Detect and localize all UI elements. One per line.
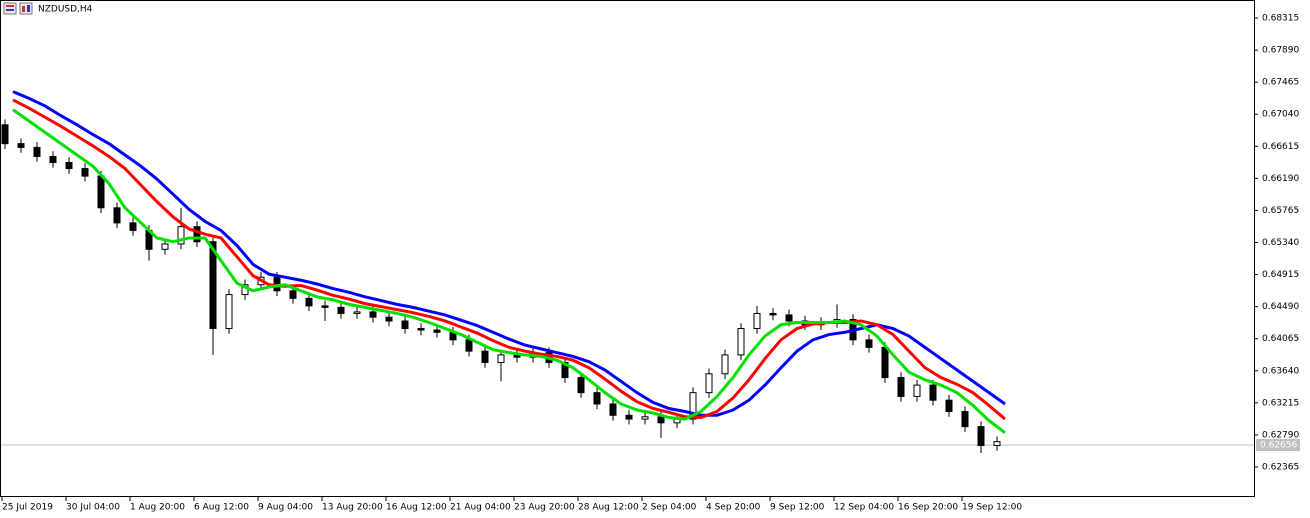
candle-body [993,441,1001,446]
candle-body [881,346,889,379]
candle-body [769,312,777,316]
candle-body [481,350,489,363]
candle-body [753,312,761,330]
candle-body [353,311,361,314]
candle-body [721,354,729,375]
candle-body [305,297,313,307]
y-tick-label: 0.62365 [1262,462,1299,472]
y-tick-label: 0.63640 [1262,366,1299,376]
candle-body [433,329,441,333]
y-tick-label: 0.66190 [1262,174,1299,184]
candle-body [97,175,105,209]
candle-body [945,399,953,413]
y-tick-label: 0.63215 [1262,398,1299,408]
x-tick-label: 30 Jul 04:00 [66,503,120,513]
candle-body [737,328,745,356]
candle-body [865,339,873,348]
y-tick-label: 0.65765 [1262,206,1299,216]
bid-label-box [1256,439,1300,452]
candle-body [177,226,185,245]
candle-body [913,384,921,397]
symbol-icon [3,2,33,15]
candle-body [289,290,297,299]
candle-body [593,392,601,405]
candle-body [401,320,409,330]
candle-body [385,316,393,322]
candle-body [689,392,697,420]
candle-body [209,241,217,330]
candle-body [625,414,633,420]
candle-body [897,377,905,397]
moving-average-line [12,98,1006,421]
candle-body [321,305,329,308]
x-tick-label: 9 Aug 04:00 [258,503,313,513]
y-tick-label: 0.66615 [1262,142,1299,152]
candle-body [337,306,345,314]
x-tick-label: 25 Jul 2019 [2,503,53,513]
x-tick-label: 16 Sep 20:00 [898,503,958,513]
x-tick-label: 2 Sep 04:00 [642,503,697,513]
y-tick-label: 0.67465 [1262,78,1299,88]
moving-average-line [12,108,1006,434]
candle-body [225,294,233,330]
candle-body [1,124,9,145]
chart-title: NZDUSD,H4 [38,5,93,15]
candle-body [161,243,169,250]
candle-body [977,426,985,446]
candle-body [705,373,713,394]
candle-body [417,328,425,331]
y-tick-label: 0.65340 [1262,238,1299,248]
bid-label: 0.62656 [1260,441,1297,451]
x-tick-label: 12 Sep 04:00 [834,503,894,513]
moving-average-line [12,90,1006,417]
x-tick-label: 9 Sep 12:00 [770,503,825,513]
candle-body [657,416,665,424]
candle-body [193,226,201,243]
candle-body [33,146,41,157]
candle-body [641,416,649,420]
x-tick-label: 1 Aug 20:00 [130,503,185,513]
x-tick-label: 28 Aug 12:00 [578,503,639,513]
x-tick-label: 13 Aug 20:00 [322,503,383,513]
candle-body [49,155,57,164]
candle-body [929,384,937,401]
candle-body [17,143,25,148]
candle-body [577,377,585,394]
candle-body [497,354,505,363]
candle-body [609,403,617,416]
plot-frame [0,0,1255,497]
y-tick-label: 0.64915 [1262,270,1299,280]
candle-body [961,411,969,428]
candle-body [785,314,793,322]
candle-body [113,207,121,224]
candle-body [369,311,377,318]
x-tick-label: 21 Aug 04:00 [450,503,511,513]
candle-body [129,222,137,231]
y-tick-label: 0.67890 [1262,46,1299,56]
candle-body [65,162,73,170]
y-tick-label: 0.62790 [1262,430,1299,440]
x-tick-label: 6 Aug 12:00 [194,503,249,513]
y-tick-label: 0.68315 [1262,14,1299,24]
y-tick-label: 0.67040 [1262,110,1299,120]
x-tick-label: 16 Aug 12:00 [386,503,447,513]
candle-body [81,168,89,177]
y-tick-label: 0.64065 [1262,334,1299,344]
x-tick-label: 19 Sep 12:00 [962,503,1022,513]
x-tick-label: 23 Aug 20:00 [514,503,575,513]
x-tick-label: 4 Sep 20:00 [706,503,761,513]
candle-body [465,339,473,352]
y-tick-label: 0.64490 [1262,302,1299,312]
